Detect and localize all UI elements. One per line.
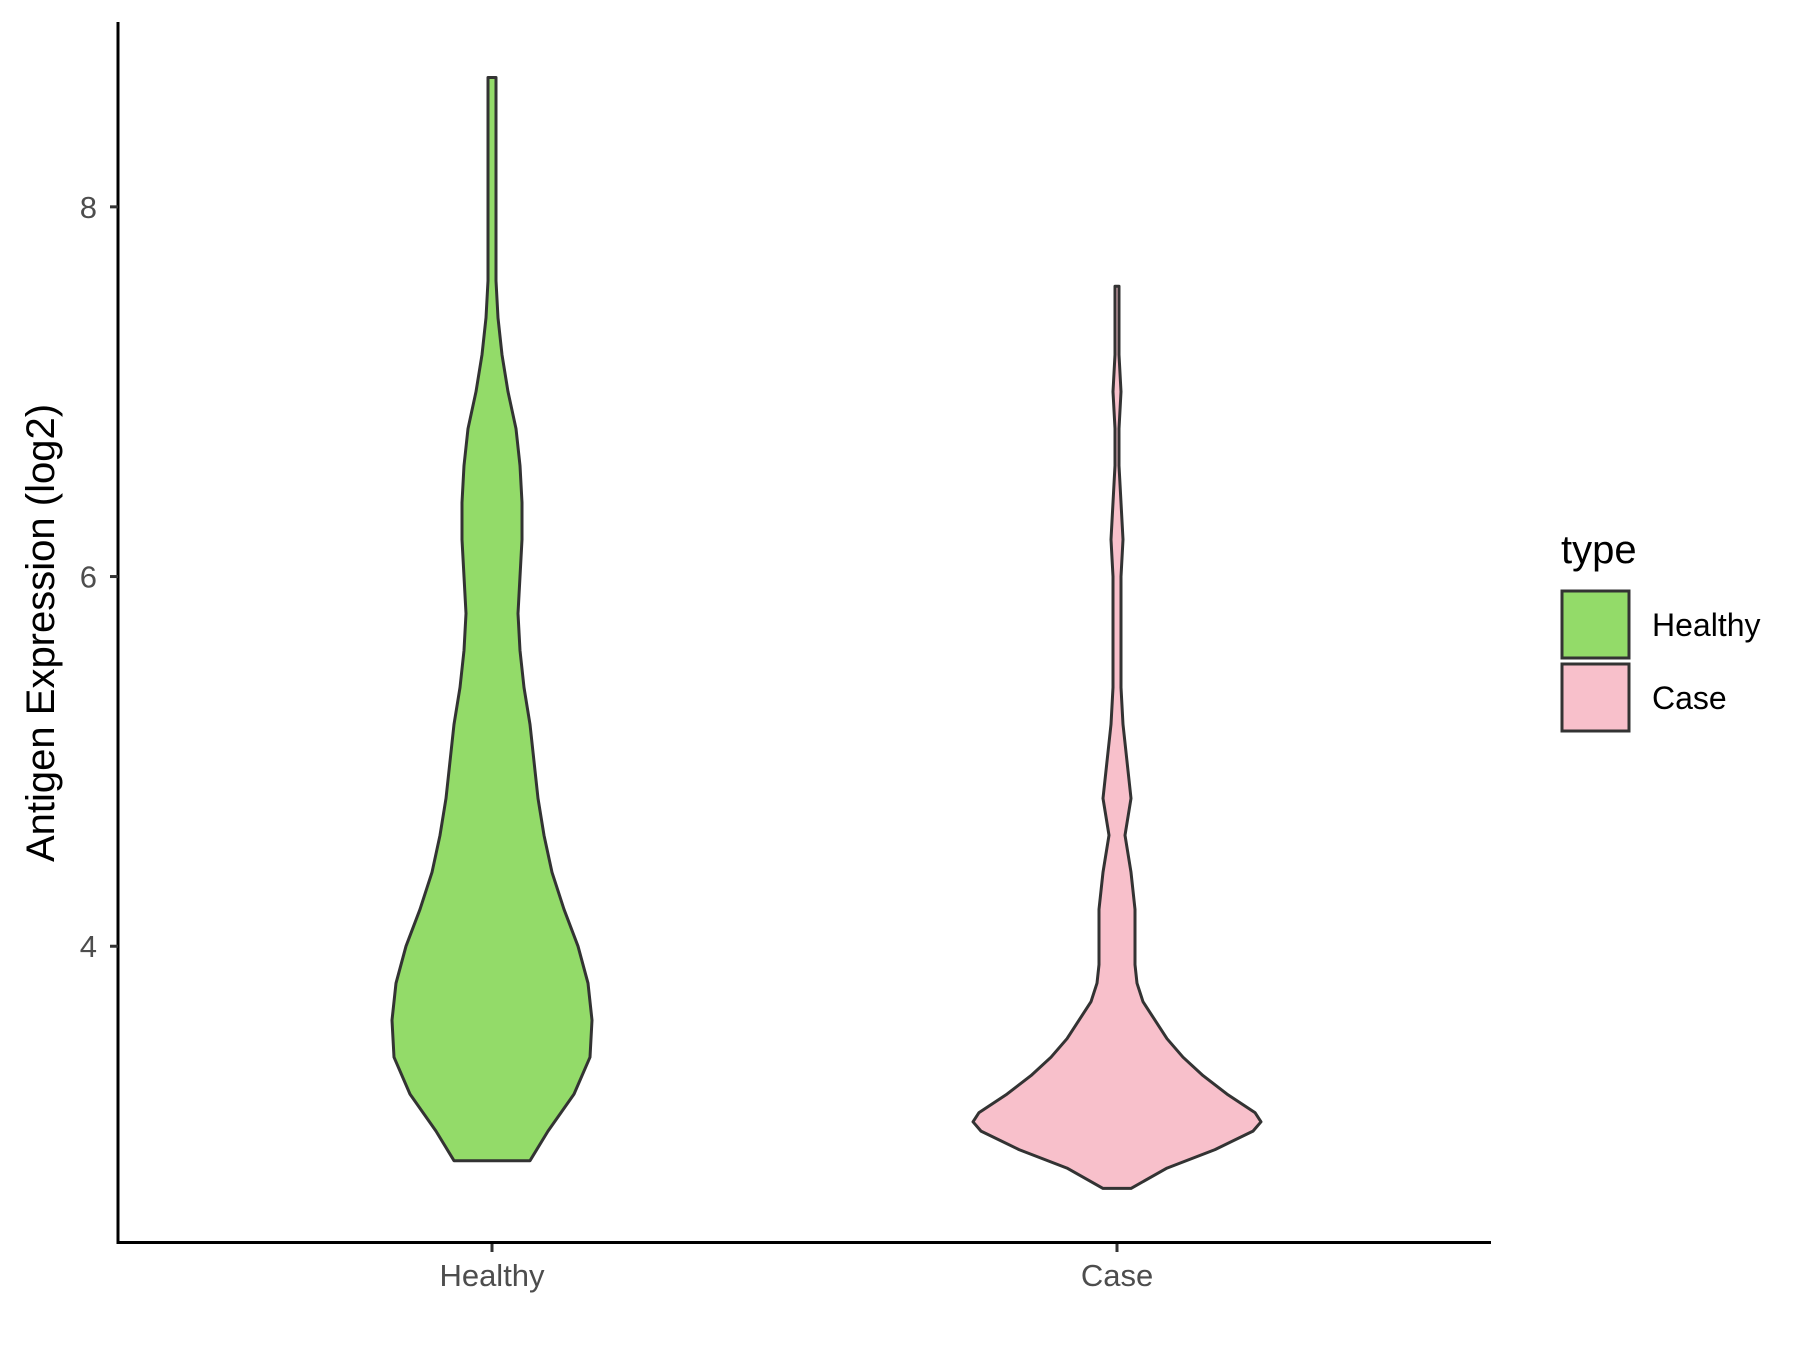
y-axis-title: Antigen Expression (log2) — [19, 404, 63, 862]
y-tick-label: 6 — [80, 560, 97, 595]
legend-title: type — [1561, 528, 1637, 572]
legend: type Healthy Case — [1560, 528, 1761, 733]
legend-label: Case — [1652, 680, 1727, 716]
legend-label: Healthy — [1652, 607, 1761, 643]
violin-case — [971, 284, 1263, 1190]
x-ticks: Healthy Case — [439, 1244, 1153, 1293]
violin-healthy — [390, 76, 594, 1163]
x-tick-label: Healthy — [439, 1258, 545, 1293]
legend-key — [1560, 589, 1631, 660]
x-tick-label: Case — [1081, 1258, 1153, 1293]
y-tick-label: 8 — [80, 190, 97, 225]
plot-area — [390, 76, 1263, 1190]
y-ticks: 4 6 8 — [80, 190, 118, 964]
legend-key — [1560, 662, 1631, 733]
axes — [116, 22, 1491, 1244]
y-tick-label: 4 — [80, 929, 97, 964]
